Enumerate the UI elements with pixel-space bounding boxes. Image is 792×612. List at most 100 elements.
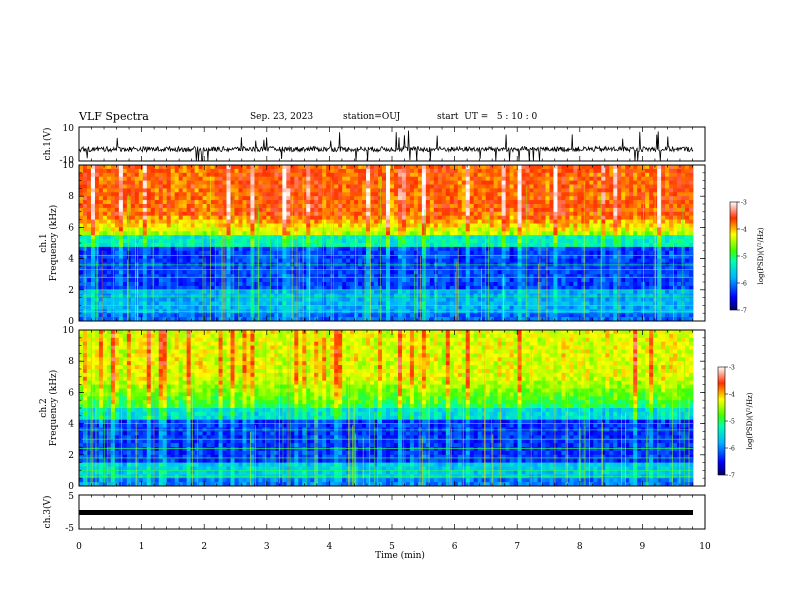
- spectrogram-cell: [581, 278, 586, 283]
- spectrogram-cell: [669, 165, 674, 170]
- spectrogram-cell: [214, 235, 219, 240]
- spectrogram-cell: [346, 223, 351, 228]
- spectrogram-cell: [529, 204, 534, 209]
- spectrogram-cell: [453, 200, 459, 205]
- spectrogram-cell: [334, 196, 339, 201]
- spectrogram-cell: [142, 176, 148, 181]
- spectrogram-cell: [122, 172, 128, 178]
- spectrogram-cell: [433, 204, 439, 209]
- spectrogram-cell: [370, 282, 375, 287]
- spectrogram-cell: [110, 196, 116, 201]
- spectrogram-cell: [358, 274, 363, 279]
- spectrogram-cell: [254, 207, 259, 213]
- spectrogram-cell: [266, 250, 271, 256]
- spectrogram-cell: [489, 235, 495, 240]
- spectrogram-cell: [637, 211, 642, 217]
- spectrogram-cell: [673, 207, 678, 213]
- spectrogram-cell: [645, 235, 650, 240]
- spectrogram-cell: [79, 204, 84, 209]
- spectrogram-cell: [310, 188, 315, 193]
- spectrogram-cell: [314, 235, 319, 240]
- spectrogram-cell: [354, 188, 359, 193]
- spectrogram-cell: [509, 231, 514, 236]
- spectrogram-cell: [441, 180, 447, 185]
- date-label: Sep. 23, 2023: [250, 112, 314, 122]
- spectrogram-cell: [194, 180, 200, 185]
- spectrogram-cell: [669, 172, 674, 178]
- spectrogram-cell: [166, 215, 172, 220]
- spectrogram-cell: [218, 215, 223, 220]
- spectrogram-cell: [114, 219, 120, 224]
- spectrogram-cell: [509, 274, 514, 279]
- spectrogram-cell: [314, 254, 319, 259]
- spectrogram-cell: [457, 243, 463, 248]
- spectrogram-cell: [282, 266, 287, 271]
- spectrogram-cell: [158, 223, 164, 228]
- spectrogram-cell: [581, 215, 586, 220]
- spectrogram-cell: [194, 254, 200, 259]
- spectrogram-cell: [437, 165, 443, 170]
- spectrogram-cell: [629, 235, 634, 240]
- spectrogram-cell: [649, 184, 654, 189]
- spectrogram-cell: [238, 258, 243, 263]
- spectrogram-cell: [481, 254, 487, 259]
- spectrogram-cell: [685, 204, 690, 209]
- spectrogram-cell: [286, 270, 291, 275]
- spectrogram-cell: [561, 231, 566, 236]
- spectrogram-cell: [425, 258, 431, 263]
- spectrogram-cell: [673, 246, 678, 252]
- spectrogram-cell: [409, 274, 415, 279]
- spectrogram-cell: [513, 207, 518, 213]
- spectrogram-cell: [162, 235, 168, 240]
- spectrogram-cell: [581, 188, 586, 193]
- spectrogram-cell: [146, 196, 152, 201]
- spectrogram-cell: [689, 266, 694, 271]
- spectrogram-cell: [529, 243, 534, 248]
- spectrogram-cell: [497, 215, 503, 220]
- spectrogram-cell: [605, 282, 610, 287]
- spectrogram-cell: [569, 180, 574, 185]
- spectrogram-cell: [665, 192, 670, 197]
- spectrogram-cell: [226, 172, 231, 178]
- spectrogram-cell: [382, 270, 387, 275]
- spectrogram-cell: [218, 243, 223, 248]
- spectrogram-cell: [286, 254, 291, 259]
- spectrogram-cell: [118, 258, 124, 263]
- spectrogram-cell: [302, 289, 307, 295]
- spectrogram-cell: [238, 204, 243, 209]
- spectrogram-cell: [142, 223, 148, 228]
- spectrogram-cell: [393, 258, 399, 263]
- spectrogram-cell: [585, 246, 590, 252]
- spectrogram-cell: [613, 227, 618, 232]
- spectrogram-cell: [605, 270, 610, 275]
- spectrogram-cell: [198, 168, 203, 174]
- spectrogram-cell: [226, 254, 231, 259]
- spectrogram-cell: [182, 168, 188, 174]
- spectrogram-cell: [577, 188, 582, 193]
- spectrogram-cell: [238, 274, 243, 279]
- spectrogram-cell: [505, 200, 510, 205]
- spectrogram-cell: [294, 215, 299, 220]
- spectrogram-cell: [262, 215, 267, 220]
- spectrogram-cell: [677, 239, 682, 244]
- spectrogram-cell: [206, 211, 211, 217]
- spectrogram-cell: [425, 196, 431, 201]
- spectrogram-cell: [389, 168, 395, 174]
- spectrogram-cell: [302, 223, 307, 228]
- spectrogram-cell: [346, 254, 351, 259]
- spectrogram-cell: [393, 223, 399, 228]
- spectrogram-cell: [593, 207, 598, 213]
- spectrogram-cell: [477, 243, 483, 248]
- spectrogram-cell: [334, 231, 339, 236]
- spectrogram-cell: [529, 215, 534, 220]
- spectrogram-cell: [230, 204, 235, 209]
- spectrogram-cell: [226, 227, 231, 232]
- spectrogram-cell: [262, 231, 267, 236]
- ch1-waveform-ylabel: ch.1(V): [42, 128, 53, 161]
- spectrogram-cell: [342, 231, 347, 236]
- spectrogram-cell: [529, 196, 534, 201]
- spectrogram-cell: [222, 211, 227, 217]
- spectrogram-cell: [581, 184, 586, 189]
- spectrogram-cell: [294, 184, 299, 189]
- spectrogram-cell: [517, 207, 522, 213]
